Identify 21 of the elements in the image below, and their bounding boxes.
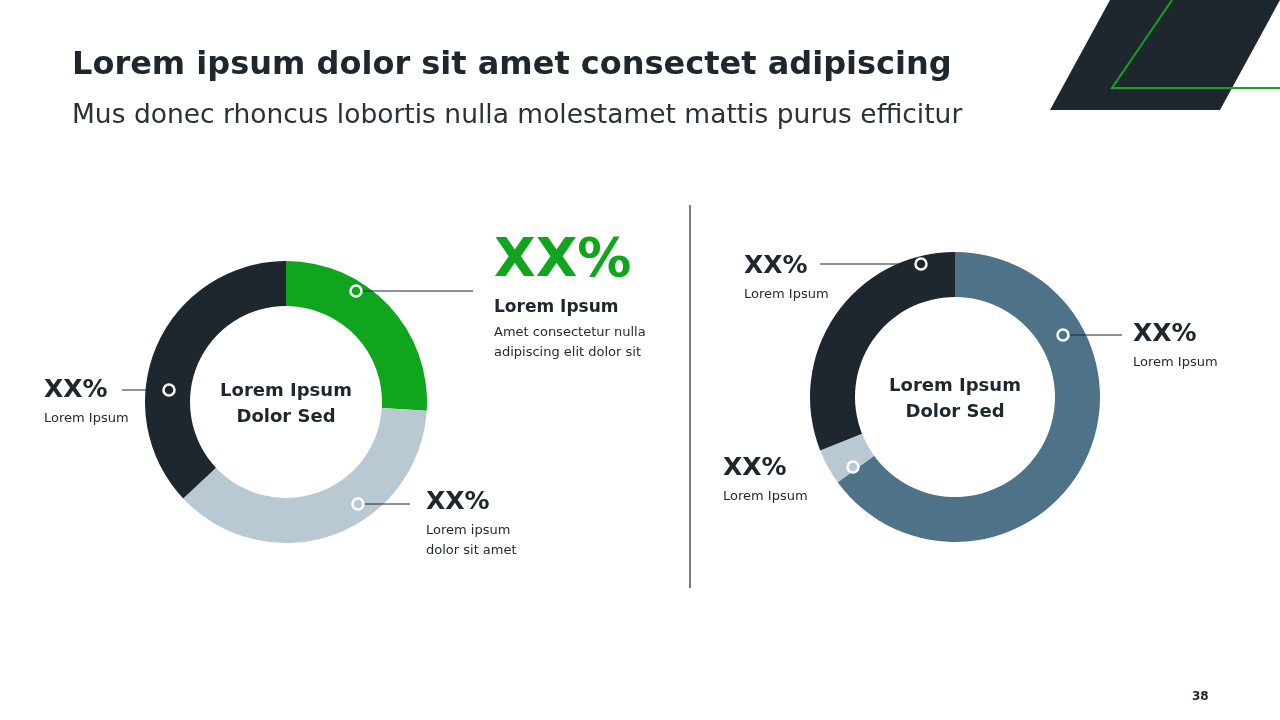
data-label: XX% [744, 250, 808, 279]
text: 38 [1192, 688, 1209, 705]
slice-label: Lorem Ipsum [1133, 353, 1219, 371]
slice-label: Lorem Ipsum [723, 487, 809, 505]
slice-label: Lorem Ipsum [494, 296, 620, 316]
donut-slice [820, 433, 875, 483]
chart-title: Lorem ipsum dolor sit amet consectet adipiscing [72, 44, 952, 82]
data-label: XX% [723, 452, 787, 481]
donut-slice [837, 252, 1100, 542]
data-label: XX% [426, 486, 490, 515]
text: Lorem Ipsum Dolor Sed [219, 378, 353, 428]
text: Amet consectetur nulla adipiscing elit dolor sit [494, 323, 647, 361]
data-label: XX% [494, 226, 632, 289]
slice-label: Lorem Ipsum [744, 285, 830, 303]
data-label: XX% [44, 374, 108, 403]
data-label: XX% [1133, 318, 1197, 347]
text: Lorem Ipsum Dolor Sed [888, 373, 1022, 423]
slice-label: Lorem Ipsum [44, 409, 130, 427]
donut-slice [183, 408, 427, 543]
slice-label: Lorem ipsum dolor sit amet [426, 521, 518, 559]
chart-subtitle: Mus donec rhoncus lobortis nulla molestamet mattis purus efficitur [72, 98, 963, 129]
